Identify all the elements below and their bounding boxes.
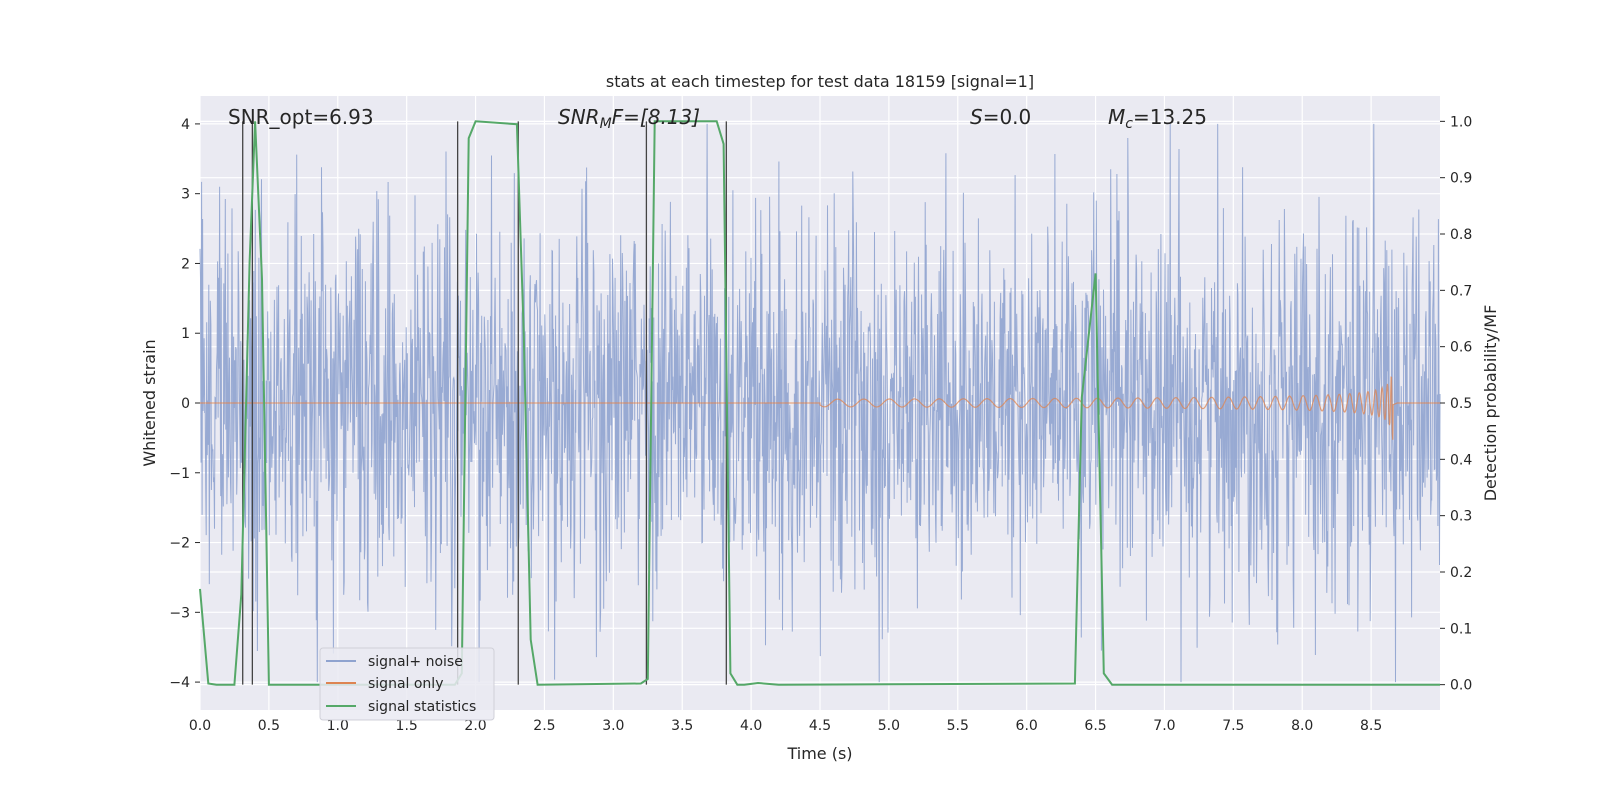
- snr-mf-base: SNR: [558, 105, 600, 129]
- x-tick-label-15: 7.5: [1222, 718, 1244, 734]
- mc-value: =13.25: [1133, 105, 1207, 129]
- y2-tick-label-5: 0.5: [1450, 396, 1472, 412]
- y2-tick-label-1: 0.1: [1450, 621, 1472, 637]
- x-tick-label-6: 3.0: [602, 718, 624, 734]
- y2-axis-label: Detection probability/MF: [1481, 305, 1500, 502]
- x-tick-label-10: 5.0: [878, 718, 900, 734]
- signal-statistics-line: [199, 120, 1440, 686]
- y-axis-ticks: −4 −3 −2 −1 0 1 2 3 4: [169, 117, 200, 691]
- s-variable: S: [970, 105, 983, 129]
- x-tick-label-8: 4.0: [740, 718, 762, 734]
- y-tick-label-5: 1: [181, 326, 190, 342]
- y2-axis-ticks: 0.0 0.1 0.2 0.3 0.4 0.5 0.6 0.7 0.8 0.9 1.0: [1440, 114, 1472, 694]
- y2-tick-label-9: 0.9: [1450, 171, 1472, 187]
- x-tick-label-11: 5.5: [947, 718, 969, 734]
- signal-only-line: [200, 376, 1440, 440]
- y2-tick-label-4: 0.4: [1450, 452, 1472, 468]
- y-tick-label-1: −3: [169, 605, 190, 621]
- y2-tick-label-2: 0.2: [1450, 565, 1472, 581]
- chart-title: stats at each timestep for test data 181…: [606, 72, 1034, 91]
- x-tick-label-3: 1.5: [396, 718, 418, 734]
- y2-tick-label-0: 0.0: [1450, 678, 1472, 694]
- snr-mf-annotation: SNRMF=[8.13]: [558, 105, 700, 132]
- snr-mf-subscript: M: [600, 116, 612, 132]
- y2-tick-label-7: 0.7: [1450, 283, 1472, 299]
- x-tick-label-12: 6.0: [1016, 718, 1038, 734]
- y-tick-label-8: 4: [181, 117, 190, 133]
- x-axis-ticks: 0.0 0.5 1.0 1.5 2.0 2.5 3.0 3.5 4.0 4.5 5.0 5.5 6.0 6…: [189, 718, 1382, 734]
- x-tick-label-1: 0.5: [258, 718, 280, 734]
- x-tick-label-17: 8.5: [1360, 718, 1382, 734]
- legend-label-signal-only: signal only: [368, 676, 443, 692]
- signal-noise-series: [199, 123, 1441, 683]
- y2-tick-label-8: 0.8: [1450, 227, 1472, 243]
- mc-subscript: c: [1125, 116, 1133, 132]
- y-tick-label-4: 0: [181, 396, 190, 412]
- signal-noise-line: [199, 123, 1441, 683]
- mc-annotation: Mc=13.25: [1108, 105, 1207, 132]
- x-tick-label-0: 0.0: [189, 718, 211, 734]
- x-tick-label-4: 2.0: [464, 718, 486, 734]
- legend: signal+ noise signal only signal statist…: [319, 647, 495, 721]
- y-tick-label-6: 2: [181, 256, 190, 272]
- x-tick-label-5: 2.5: [533, 718, 555, 734]
- x-tick-label-7: 3.5: [671, 718, 693, 734]
- s-annotation: S=0.0: [970, 105, 1031, 129]
- snr-mf-value: F=[8.13]: [612, 105, 700, 129]
- x-axis-label: Time (s): [786, 744, 852, 763]
- x-tick-label-9: 4.5: [809, 718, 831, 734]
- y-tick-label-7: 3: [181, 187, 190, 203]
- signal-only-series: [200, 376, 1440, 440]
- legend-box: [319, 647, 495, 721]
- snr-opt-annotation: SNR_opt=6.93: [228, 105, 374, 129]
- y-tick-label-2: −2: [169, 536, 190, 552]
- legend-label-signal-noise: signal+ noise: [368, 654, 463, 670]
- x-tick-label-16: 8.0: [1291, 718, 1313, 734]
- mc-variable: M: [1108, 105, 1125, 129]
- y-tick-label-0: −4: [169, 675, 190, 691]
- s-value: =0.0: [983, 105, 1032, 129]
- y2-tick-label-10: 1.0: [1450, 114, 1472, 130]
- x-tick-label-2: 1.0: [327, 718, 349, 734]
- x-tick-label-14: 7.0: [1153, 718, 1175, 734]
- y-tick-label-3: −1: [169, 466, 190, 482]
- vertical-markers: [242, 121, 727, 685]
- x-tick-label-13: 6.5: [1084, 718, 1106, 734]
- y-axis-label: Whitened strain: [140, 339, 159, 466]
- y2-tick-label-3: 0.3: [1450, 509, 1472, 525]
- y2-tick-label-6: 0.6: [1450, 340, 1472, 356]
- signal-statistics-series: [199, 120, 1440, 686]
- legend-label-signal-statistics: signal statistics: [368, 699, 476, 715]
